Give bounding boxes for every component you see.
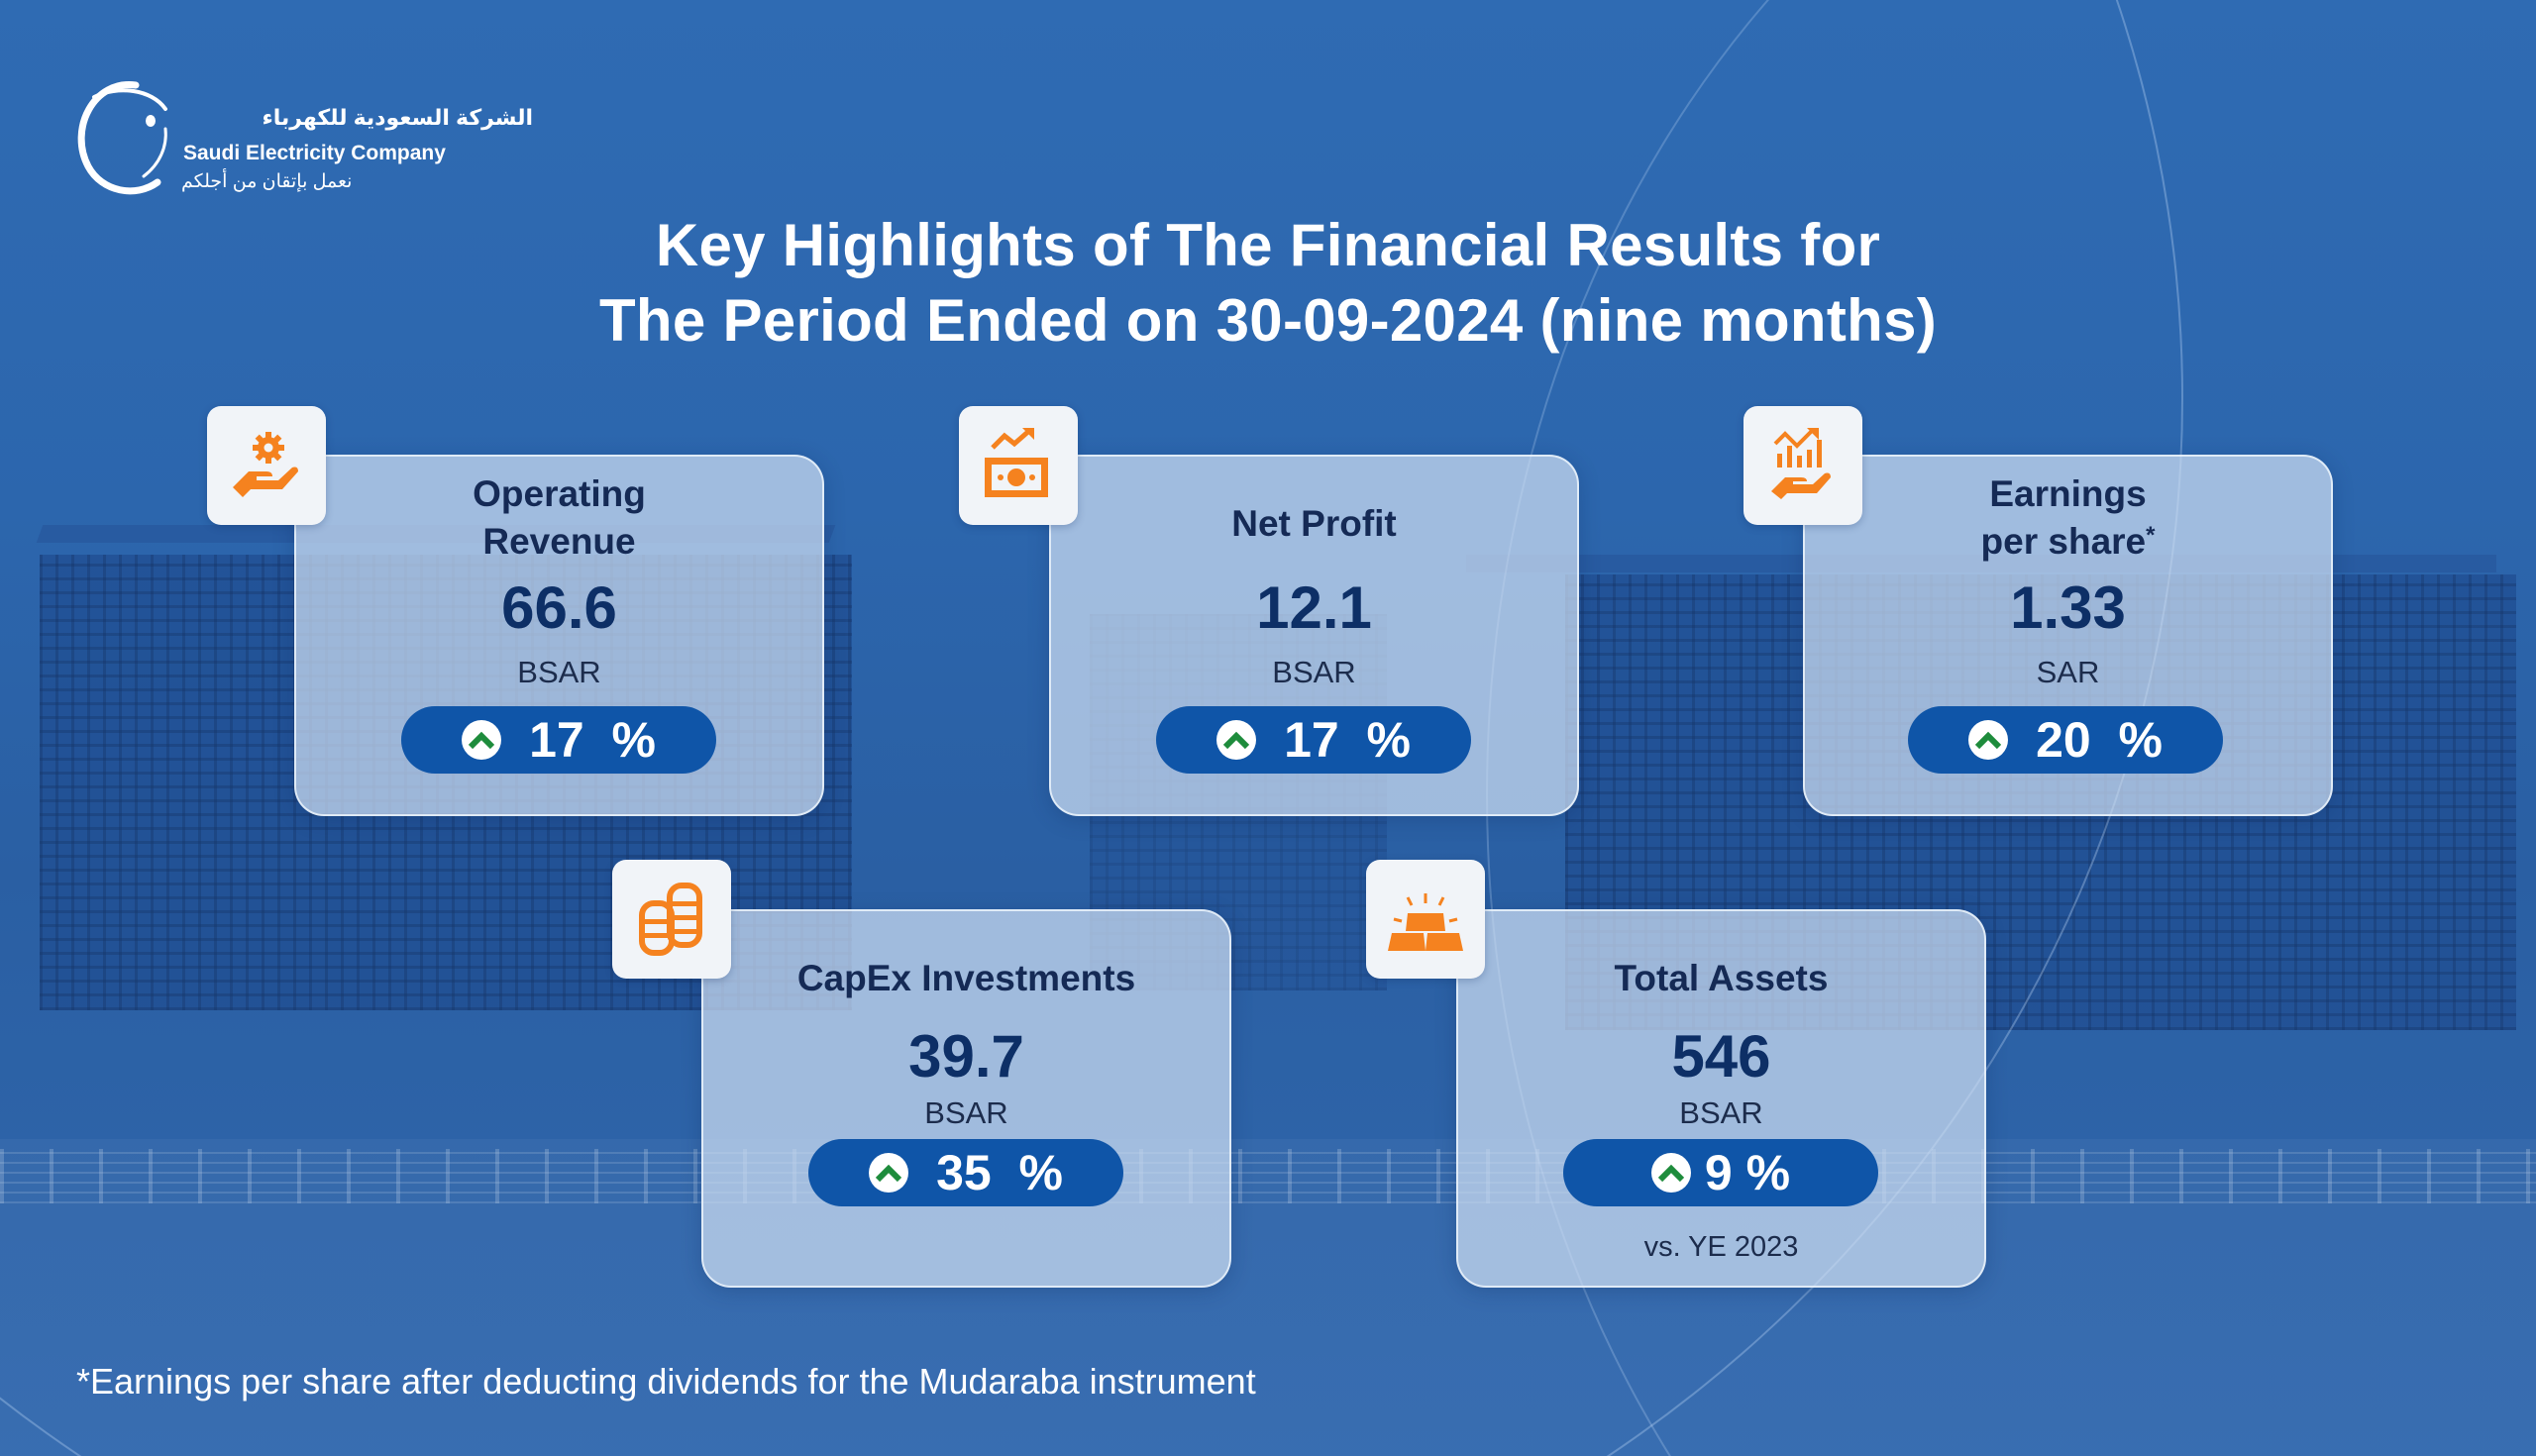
footnote: *Earnings per share after deducting divi… bbox=[76, 1361, 1256, 1402]
page-title: Key Highlights of The Financial Results … bbox=[0, 208, 2536, 359]
up-arrow-icon bbox=[1216, 720, 1257, 760]
card-value: 66.6 bbox=[501, 574, 617, 641]
card-unit: BSAR bbox=[517, 655, 601, 689]
up-arrow-icon bbox=[462, 720, 502, 760]
gold-bars-icon bbox=[1388, 893, 1463, 951]
card-net-profit: Net Profit 12.1 BSAR 17 % bbox=[1049, 455, 1579, 816]
card-value: 546 bbox=[1671, 1023, 1771, 1090]
change-badge: 9 % bbox=[1563, 1139, 1878, 1206]
coins-icon bbox=[639, 883, 702, 956]
card-operating-revenue: Operating Revenue 66.6 BSAR 17 % bbox=[294, 455, 824, 816]
company-logo: الشركة السعودية للكهرباء Saudi Electrici… bbox=[74, 79, 533, 198]
hand-gear-icon bbox=[233, 432, 298, 497]
card-earnings-per-share: Earnings per share* 1.33 SAR 20 % bbox=[1803, 455, 2333, 816]
change-percent: 17 % bbox=[529, 712, 656, 768]
money-growth-icon bbox=[985, 428, 1048, 497]
icon-tile-total-assets bbox=[1366, 860, 1485, 979]
icon-tile-net-profit bbox=[959, 406, 1078, 525]
brand-name-arabic: الشركة السعودية للكهرباء bbox=[262, 105, 533, 130]
icon-tile-capex bbox=[612, 860, 731, 979]
change-percent: 20 % bbox=[2036, 712, 2163, 768]
change-badge: 20 % bbox=[1908, 706, 2223, 774]
card-unit: BSAR bbox=[924, 1095, 1008, 1130]
card-label: Operating Revenue bbox=[473, 473, 646, 562]
icon-tile-earnings-per-share bbox=[1744, 406, 1862, 525]
change-badge: 17 % bbox=[1156, 706, 1471, 774]
card-total-assets: Total Assets 546 BSAR 9 % vs. YE 2023 bbox=[1456, 909, 1986, 1288]
card-label: Earnings per share* bbox=[1980, 473, 2156, 562]
card-unit: BSAR bbox=[1679, 1095, 1763, 1130]
change-percent: 35 % bbox=[936, 1145, 1063, 1200]
change-percent: 9 % bbox=[1704, 1145, 1791, 1200]
up-arrow-icon bbox=[1650, 1153, 1691, 1193]
brand-tagline-arabic: نعمل بإتقان من أجلكم bbox=[181, 171, 353, 192]
sec-logo-ring-icon bbox=[77, 81, 167, 195]
brand-name-english: Saudi Electricity Company bbox=[183, 142, 446, 164]
card-capex-investments: CapEx Investments 39.7 BSAR 35 % bbox=[701, 909, 1231, 1288]
up-arrow-icon bbox=[1968, 720, 2009, 760]
title-line-1: Key Highlights of The Financial Results … bbox=[655, 212, 1881, 278]
card-unit: SAR bbox=[2036, 655, 2100, 689]
title-line-2: The Period Ended on 30-09-2024 (nine mon… bbox=[598, 287, 1938, 354]
card-label: CapEx Investments bbox=[796, 958, 1136, 998]
change-percent: 17 % bbox=[1284, 712, 1411, 768]
asterisk-marker: * bbox=[2146, 522, 2156, 549]
card-label: Net Profit bbox=[1231, 503, 1397, 544]
card-value: 39.7 bbox=[908, 1023, 1024, 1090]
change-badge: 35 % bbox=[808, 1139, 1123, 1206]
card-label: Total Assets bbox=[1614, 958, 1829, 998]
card-value: 1.33 bbox=[2010, 574, 2126, 641]
comparison-note: vs. YE 2023 bbox=[1643, 1231, 1799, 1263]
hand-chart-icon bbox=[1771, 428, 1831, 499]
icon-tile-operating-revenue bbox=[207, 406, 326, 525]
change-badge: 17 % bbox=[401, 706, 716, 774]
card-unit: BSAR bbox=[1272, 655, 1356, 689]
up-arrow-icon bbox=[869, 1153, 909, 1193]
card-value: 12.1 bbox=[1256, 574, 1372, 641]
